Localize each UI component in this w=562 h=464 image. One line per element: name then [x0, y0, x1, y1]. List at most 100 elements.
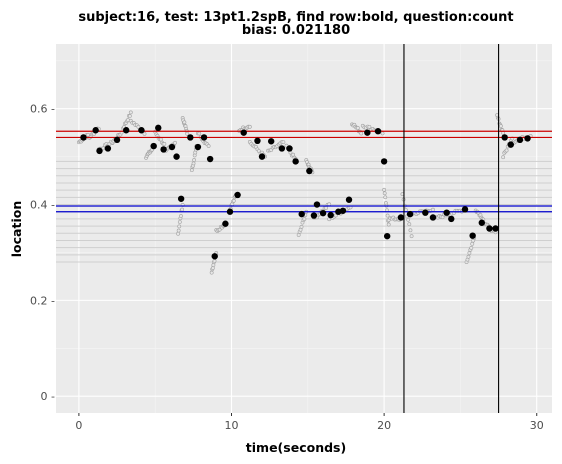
- fixation-point: [286, 145, 293, 152]
- raw-gaze-point: [176, 228, 181, 233]
- fixation-point: [310, 212, 318, 219]
- fixation-point: [211, 253, 218, 260]
- raw-gaze-point: [247, 124, 252, 129]
- fixation-point: [492, 225, 499, 232]
- fixation-point: [406, 210, 414, 218]
- x-tick-label: 20: [377, 419, 391, 432]
- raw-gaze-point: [197, 131, 202, 136]
- raw-gaze-point: [382, 191, 387, 196]
- raw-gaze-point: [210, 266, 215, 271]
- fixation-point: [123, 127, 130, 134]
- raw-gaze-point: [281, 140, 286, 145]
- fixation-point: [507, 141, 514, 148]
- raw-gaze-point: [407, 222, 412, 227]
- fixation-point: [222, 220, 229, 227]
- fixation-point: [298, 210, 305, 218]
- fixation-point: [226, 208, 234, 215]
- raw-gaze-point: [182, 120, 187, 125]
- raw-gaze-point: [466, 254, 471, 259]
- fixation-point: [187, 134, 194, 141]
- fixation-point: [206, 155, 214, 163]
- raw-gaze-point: [162, 141, 167, 146]
- raw-gaze-point: [206, 144, 211, 148]
- raw-gaze-point: [189, 168, 194, 173]
- x-tick-label: 0: [75, 419, 82, 432]
- fixation-point: [92, 127, 99, 134]
- y-tick-label: 0.4 -: [30, 199, 55, 212]
- raw-gaze-point: [386, 222, 391, 227]
- fixation-point: [380, 158, 388, 165]
- raw-gaze-point: [403, 208, 408, 212]
- raw-gaze-point: [191, 161, 196, 166]
- chart-title-line1: subject:16, test: 13pt1.2spB, find row:b…: [78, 10, 513, 25]
- raw-gaze-point: [355, 126, 360, 130]
- fixation-point: [461, 206, 469, 213]
- raw-gaze-point: [180, 207, 184, 212]
- raw-gaze-point: [177, 224, 182, 229]
- fixation-point: [327, 211, 334, 219]
- fixation-point: [306, 167, 313, 175]
- fixation-point: [383, 232, 391, 240]
- raw-gaze-point: [179, 214, 183, 218]
- target-row-lines: [56, 205, 552, 213]
- fixation-point: [448, 215, 455, 223]
- fixation-point: [345, 196, 353, 203]
- fixation-point: [374, 128, 382, 135]
- fixation-point: [173, 153, 180, 160]
- raw-gaze-point: [128, 110, 133, 115]
- fixation-point: [234, 191, 241, 199]
- fixation-point: [429, 214, 437, 221]
- raw-gaze-point: [291, 152, 296, 157]
- fixation-point: [96, 147, 103, 155]
- raw-gaze-point: [498, 124, 503, 128]
- fixation-point: [240, 129, 247, 136]
- raw-gaze-point: [176, 231, 180, 236]
- raw-gaze-point: [192, 153, 197, 158]
- fixation-point: [80, 134, 87, 141]
- raw-gaze-point: [469, 245, 474, 250]
- raw-gaze-point: [212, 259, 217, 263]
- chart-title-line2: bias: 0.021180: [242, 23, 350, 38]
- x-axis-ticks: 0 10 20 30: [75, 413, 544, 432]
- fixation-point: [113, 136, 121, 144]
- x-tick-label: 30: [530, 419, 544, 432]
- raw-gaze-point: [136, 124, 141, 129]
- fixation-point: [524, 135, 531, 142]
- raw-gaze-point: [185, 131, 190, 136]
- y-axis-title: location: [9, 201, 24, 257]
- raw-gaze-point: [211, 263, 216, 267]
- raw-gaze-point: [86, 132, 90, 137]
- fixation-point: [478, 219, 485, 226]
- raw-gaze-point: [501, 131, 506, 135]
- x-tick-label: 10: [225, 419, 239, 432]
- raw-gaze-point: [382, 187, 387, 192]
- fixation-point: [486, 225, 493, 232]
- raw-gaze-point: [159, 137, 163, 142]
- raw-gaze-point: [406, 217, 411, 222]
- raw-gaze-point: [302, 217, 307, 221]
- raw-gaze-point: [467, 251, 472, 255]
- y-tick-label: 0 -: [41, 390, 55, 403]
- raw-gaze-point: [192, 158, 197, 162]
- fixation-point: [397, 214, 405, 221]
- y-tick-label: 0.6 -: [30, 103, 55, 116]
- gridlines: [56, 44, 552, 413]
- fixation-point: [267, 138, 275, 145]
- fixation-point: [292, 158, 299, 165]
- raw-gaze-point: [299, 224, 304, 229]
- fixation-point: [313, 201, 321, 208]
- fixation-point: [364, 129, 371, 136]
- x-axis-title: time(seconds): [246, 440, 346, 455]
- raw-gaze-point: [409, 234, 414, 239]
- raw-gaze-point: [324, 206, 329, 210]
- raw-gaze-point: [142, 131, 147, 136]
- y-axis-ticks: 0 - 0.2 - 0.4 - 0.6 -: [30, 103, 55, 404]
- fixation-point: [516, 136, 524, 144]
- fixation-point: [138, 127, 145, 134]
- raw-gaze-point: [359, 131, 364, 136]
- fixation-point: [469, 232, 476, 239]
- fixation-point: [443, 209, 450, 216]
- raw-gaze-point: [431, 207, 435, 212]
